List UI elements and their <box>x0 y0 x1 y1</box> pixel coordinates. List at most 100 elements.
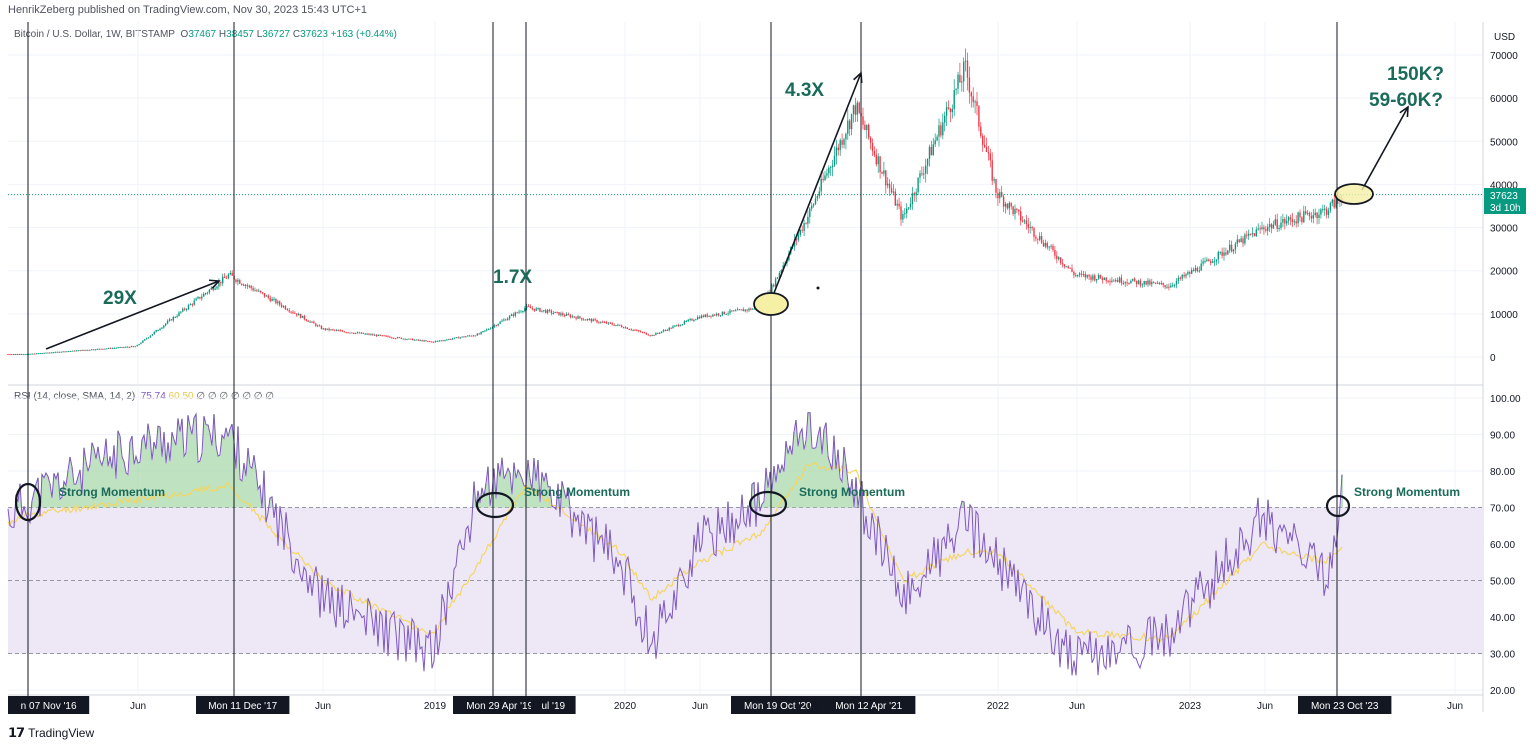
candle-body <box>432 341 435 343</box>
candle-body <box>845 133 847 140</box>
candle-body <box>723 311 725 315</box>
candle-body <box>560 313 562 316</box>
candle-body <box>1158 282 1161 284</box>
candle-body <box>1278 227 1280 229</box>
candle-body <box>1035 236 1037 239</box>
candle-body <box>693 319 695 321</box>
candle-body <box>795 239 798 241</box>
candle-body <box>645 332 648 335</box>
close-value: 37623 <box>300 29 328 40</box>
candle-body <box>1175 280 1178 285</box>
growth-arrow-2-head <box>853 71 863 84</box>
candle-body <box>356 332 359 334</box>
candle-body <box>921 173 923 175</box>
candle-body <box>695 319 697 321</box>
candle-body <box>630 329 632 331</box>
candle-body <box>805 223 807 225</box>
candle-body <box>729 310 731 314</box>
candle-body <box>246 285 249 287</box>
candle-body <box>1223 252 1225 256</box>
candle-body <box>1027 224 1029 228</box>
candle-body <box>641 332 644 334</box>
candle-body <box>172 317 174 321</box>
current-circle <box>1334 183 1374 205</box>
candle-body <box>930 146 933 156</box>
candle-body <box>225 277 228 279</box>
candle-body <box>1210 261 1212 263</box>
candle-body <box>377 334 380 337</box>
candle-body <box>64 351 66 353</box>
candle-body <box>429 341 431 343</box>
candle-body <box>951 108 953 113</box>
candle-body <box>985 146 988 153</box>
growth-arrow-2 <box>771 72 862 299</box>
candle-body <box>279 301 281 305</box>
candle-body <box>1046 243 1048 248</box>
candle-body <box>545 310 547 313</box>
candle-body <box>353 333 355 335</box>
candle-body <box>862 116 864 125</box>
candle-body <box>1204 261 1206 263</box>
candle-body <box>108 347 110 349</box>
candle-body <box>1004 203 1007 207</box>
candle-body <box>1166 286 1168 288</box>
candle-body <box>1002 196 1005 207</box>
candle-body <box>231 272 233 276</box>
candle-body <box>174 316 176 318</box>
candle-body <box>660 331 663 333</box>
candle-body <box>932 144 934 156</box>
breakout-circle <box>753 292 789 316</box>
candle-body <box>358 332 361 334</box>
candle-body <box>945 107 948 116</box>
candle-body <box>632 329 634 331</box>
high-value: 38457 <box>226 29 254 40</box>
candle-body <box>1103 277 1105 280</box>
candle-body <box>685 321 687 323</box>
candle-body <box>94 349 97 351</box>
candle-body <box>45 352 47 354</box>
candle-body <box>611 323 613 325</box>
candle-body <box>991 160 993 181</box>
rsi-axis-label: 70.00 <box>1490 504 1515 515</box>
candle-body <box>1320 209 1322 215</box>
candle-body <box>109 347 112 349</box>
candle-body <box>670 327 672 329</box>
candle-body <box>121 346 123 348</box>
candle-body <box>814 198 817 205</box>
candle-body <box>328 328 330 331</box>
candle-body <box>858 102 860 113</box>
candle-body <box>636 330 638 332</box>
price-axis-label: 70000 <box>1490 51 1518 62</box>
candle-body <box>128 346 131 348</box>
candle-body <box>890 188 893 193</box>
candle-body <box>1145 280 1147 285</box>
candle-body <box>218 281 220 287</box>
candle-body <box>1141 284 1143 286</box>
candle-body <box>136 345 138 347</box>
candle-body <box>425 340 427 342</box>
candle-body <box>263 293 266 297</box>
candle-body <box>721 311 724 316</box>
candle-body <box>1297 212 1299 224</box>
candle-body <box>535 308 537 311</box>
candle-body <box>343 331 345 333</box>
candle-body <box>336 330 338 332</box>
rsi-axis-label: 20.00 <box>1490 686 1515 697</box>
candle-body <box>1219 251 1221 253</box>
candle-body <box>752 308 754 310</box>
symbol-legend: Bitcoin / U.S. Dollar, 1W, BITSTAMP O374… <box>14 29 397 40</box>
candle-body <box>68 351 70 353</box>
candle-body <box>666 330 668 332</box>
candle-body <box>1172 285 1174 287</box>
candle-body <box>185 308 188 310</box>
candle-body <box>1234 243 1237 250</box>
time-axis-label: 2023 <box>1179 701 1202 712</box>
candle-body <box>142 340 144 343</box>
candle-body <box>856 102 858 115</box>
candle-body <box>201 296 203 299</box>
candle-body <box>1109 281 1111 283</box>
candle-body <box>672 326 674 329</box>
candle-body <box>7 354 9 356</box>
candle-body <box>1289 217 1292 220</box>
